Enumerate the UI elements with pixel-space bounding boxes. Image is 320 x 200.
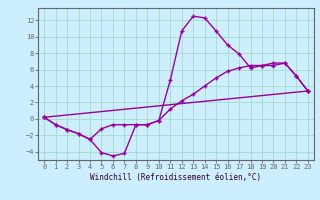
X-axis label: Windchill (Refroidissement éolien,°C): Windchill (Refroidissement éolien,°C): [91, 173, 261, 182]
